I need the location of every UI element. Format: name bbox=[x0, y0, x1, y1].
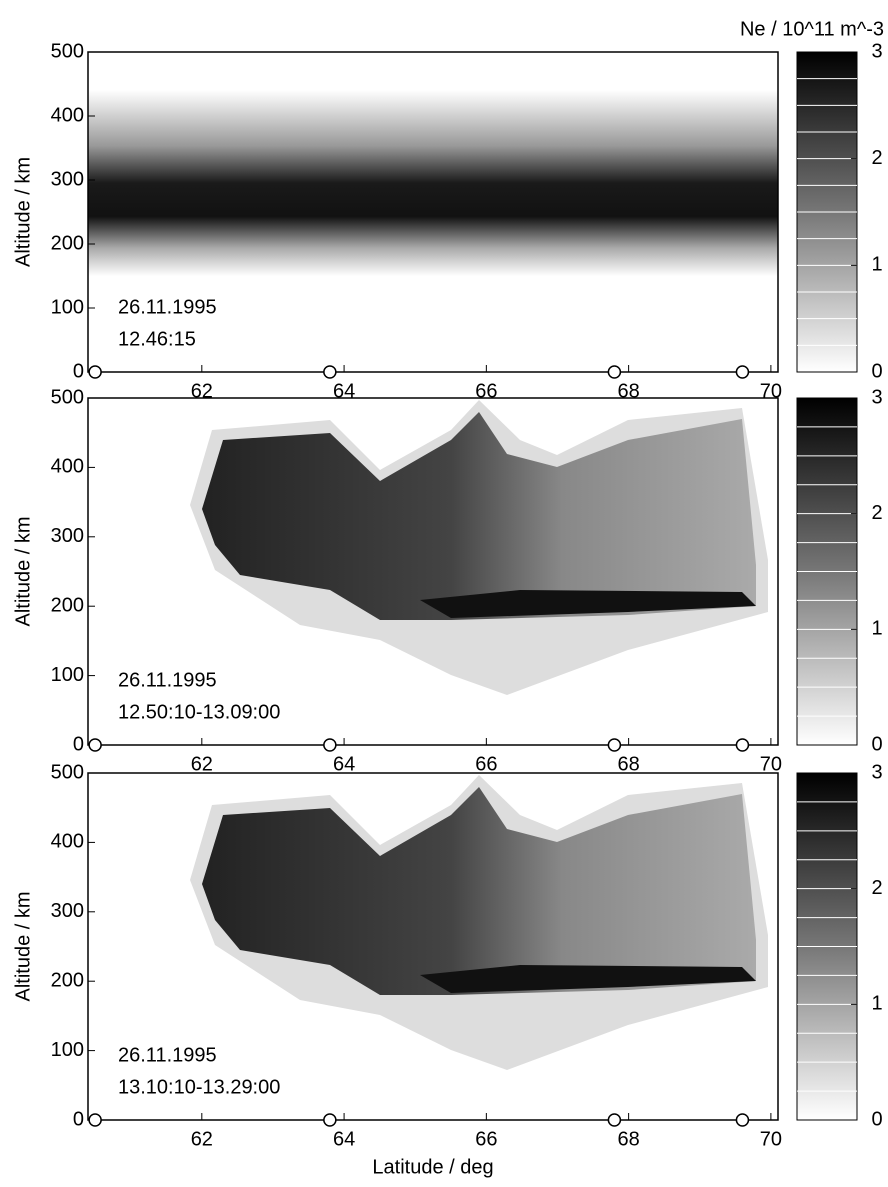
y-tick-label: 100 bbox=[51, 296, 84, 318]
station-marker bbox=[607, 738, 622, 752]
y-tick-label: 400 bbox=[51, 104, 84, 126]
x-tick-label: 64 bbox=[333, 1128, 355, 1150]
x-tick-label: 68 bbox=[617, 1128, 639, 1150]
annotation: 13.10:10-13.29:00 bbox=[118, 1076, 280, 1098]
station-marker bbox=[88, 1113, 102, 1127]
x-tick-label: 68 bbox=[617, 753, 639, 775]
y-tick-label: 0 bbox=[73, 1108, 84, 1130]
station-marker bbox=[735, 365, 750, 379]
annotation: 12.46:15 bbox=[118, 328, 196, 350]
x-tick-label: 64 bbox=[333, 380, 355, 402]
x-tick-label: 62 bbox=[191, 753, 213, 775]
colorbar-tick-label: 2 bbox=[871, 877, 882, 899]
station-marker bbox=[323, 738, 337, 752]
station-marker bbox=[735, 738, 750, 752]
station-marker bbox=[607, 365, 622, 379]
colorbar-tick-label: 1 bbox=[871, 618, 882, 640]
colorbar-tick-label: 3 bbox=[871, 386, 882, 408]
station-marker bbox=[607, 1113, 622, 1127]
station-marker bbox=[323, 365, 337, 379]
y-axis-label: Altitude / km bbox=[12, 157, 34, 267]
annotation: 26.11.1995 bbox=[118, 296, 217, 318]
x-tick-label: 66 bbox=[475, 1128, 497, 1150]
y-tick-label: 300 bbox=[51, 900, 84, 922]
y-tick-label: 300 bbox=[51, 525, 84, 547]
x-tick-label: 66 bbox=[475, 380, 497, 402]
colorbar-tick-label: 0 bbox=[871, 360, 882, 382]
field bbox=[88, 90, 778, 276]
x-tick-label: 64 bbox=[333, 753, 355, 775]
y-tick-label: 300 bbox=[51, 168, 84, 190]
y-tick-label: 400 bbox=[51, 831, 84, 853]
x-axis-label: Latitude / deg bbox=[372, 1156, 493, 1178]
plot-frame bbox=[87, 397, 779, 746]
x-tick-label: 70 bbox=[760, 380, 782, 402]
x-tick-label: 70 bbox=[760, 1128, 782, 1150]
annotation: 26.11.1995 bbox=[118, 1044, 217, 1066]
y-tick-label: 200 bbox=[51, 969, 84, 991]
field bbox=[190, 775, 768, 1070]
x-tick-label: 66 bbox=[475, 753, 497, 775]
station-marker bbox=[88, 365, 102, 379]
y-axis-label: Altitude / km bbox=[12, 891, 34, 1001]
colorbar-tick-label: 3 bbox=[871, 40, 882, 62]
colorbar-tick-label: 0 bbox=[871, 1108, 882, 1130]
colorbar-tick-label: 2 bbox=[871, 147, 882, 169]
y-tick-label: 0 bbox=[73, 733, 84, 755]
y-axis-label: Altitude / km bbox=[12, 516, 34, 626]
y-tick-label: 100 bbox=[51, 1039, 84, 1061]
annotation: 12.50:10-13.09:00 bbox=[118, 701, 280, 723]
plot-frame bbox=[87, 51, 779, 373]
colorbar-tick-label: 1 bbox=[871, 993, 882, 1015]
field bbox=[190, 400, 768, 695]
x-tick-label: 62 bbox=[191, 380, 213, 402]
x-tick-label: 70 bbox=[760, 753, 782, 775]
station-marker bbox=[323, 1113, 337, 1127]
station-marker bbox=[88, 738, 102, 752]
y-tick-label: 100 bbox=[51, 664, 84, 686]
y-tick-label: 200 bbox=[51, 594, 84, 616]
colorbar-tick-label: 3 bbox=[871, 761, 882, 783]
y-tick-label: 500 bbox=[51, 40, 84, 62]
station-marker bbox=[735, 1113, 750, 1127]
plot-frame bbox=[87, 772, 779, 1121]
colorbar-tick-label: 1 bbox=[871, 254, 882, 276]
y-tick-label: 400 bbox=[51, 456, 84, 478]
y-tick-label: 500 bbox=[51, 761, 84, 783]
y-tick-label: 500 bbox=[51, 386, 84, 408]
colorbar-tick-label: 0 bbox=[871, 733, 882, 755]
x-tick-label: 68 bbox=[617, 380, 639, 402]
annotation: 26.11.1995 bbox=[118, 669, 217, 691]
y-tick-label: 0 bbox=[73, 360, 84, 382]
colorbar-label: Ne / 10^11 m^-3 bbox=[740, 18, 884, 40]
colorbar-tick-label: 2 bbox=[871, 502, 882, 524]
x-tick-label: 62 bbox=[191, 1128, 213, 1150]
y-tick-label: 200 bbox=[51, 232, 84, 254]
